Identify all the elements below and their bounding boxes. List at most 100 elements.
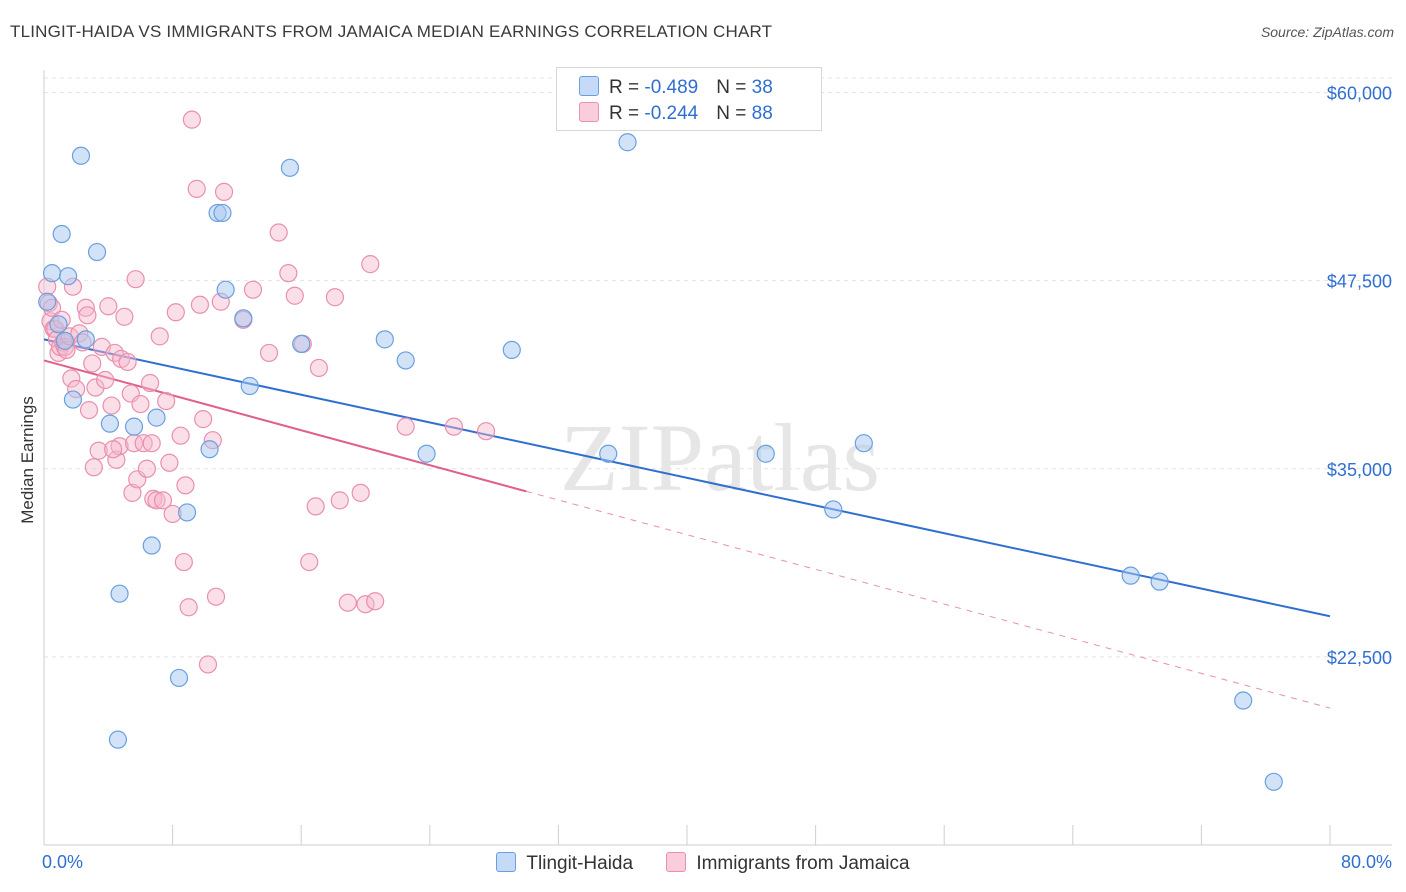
point-tlingit-haida: [59, 267, 78, 286]
stats-legend: R = -0.489 N = 38 R = -0.244 N = 88: [556, 67, 822, 131]
point-jamaica: [300, 552, 319, 572]
legend-swatch-pink: [579, 102, 599, 122]
point-jamaica: [174, 552, 193, 572]
point-jamaica: [83, 354, 102, 373]
point-tlingit-haida: [396, 351, 415, 370]
point-jamaica: [95, 370, 115, 390]
point-jamaica: [243, 280, 263, 299]
point-tlingit-haida: [213, 203, 232, 223]
point-tlingit-haida: [38, 292, 57, 311]
point-jamaica: [115, 307, 134, 326]
source-label: Source: ZipAtlas.com: [1260, 24, 1394, 40]
point-jamaica: [306, 497, 325, 516]
y-axis-label: Median Earnings: [18, 396, 37, 524]
point-jamaica: [131, 394, 150, 414]
point-jamaica: [84, 458, 103, 477]
point-tlingit-haida: [1234, 691, 1253, 710]
point-jamaica: [396, 417, 415, 436]
point-jamaica: [198, 655, 218, 674]
legend-label: Immigrants from Jamaica: [696, 853, 910, 874]
point-tlingit-haida: [599, 444, 618, 463]
trend-lines: [43, 338, 1331, 709]
y-tick-label: $60,000: [1327, 84, 1392, 104]
point-tlingit-haida: [52, 224, 71, 244]
point-tlingit-haida: [142, 536, 161, 555]
point-tlingit-haida: [502, 340, 521, 360]
legend-item-tlingit-haida[interactable]: Tlingit-Haida: [496, 852, 633, 875]
legend-item-immigrants-jamaica[interactable]: Immigrants from Jamaica: [666, 852, 910, 875]
point-jamaica: [102, 396, 121, 415]
legend-swatch-pink: [666, 852, 687, 872]
point-jamaica: [190, 295, 210, 314]
point-jamaica: [118, 352, 137, 372]
legend-n-value: 88: [751, 103, 773, 124]
point-jamaica: [187, 179, 206, 198]
point-jamaica: [147, 491, 166, 510]
point-jamaica: [137, 459, 156, 478]
point-jamaica: [99, 297, 118, 316]
point-tlingit-haida: [177, 503, 197, 522]
legend-row-tlingit: R = -0.489 N = 38: [579, 76, 773, 100]
legend-label: Tlingit-Haida: [526, 853, 634, 874]
point-tlingit-haida: [49, 315, 68, 334]
point-jamaica: [269, 223, 288, 242]
y-tick-labels: $22,500 $35,000 $47,500 $60,000: [1327, 84, 1392, 668]
legend-r-value: -0.489: [644, 77, 699, 98]
point-jamaica: [142, 434, 161, 453]
point-tlingit-haida: [42, 264, 62, 283]
point-jamaica: [285, 286, 304, 305]
point-tlingit-haida: [200, 440, 219, 459]
series-legend: Tlingit-Haida Immigrants from Jamaica: [0, 852, 1406, 875]
point-tlingit-haida: [854, 434, 873, 453]
point-tlingit-haida: [756, 444, 775, 463]
legend-n-value: 38: [751, 77, 773, 98]
point-jamaica: [279, 264, 298, 283]
legend-row-jamaica: R = -0.244 N = 88: [579, 102, 773, 126]
point-jamaica: [194, 410, 213, 429]
point-tlingit-haida: [71, 146, 91, 165]
legend-r-label: R =: [609, 77, 645, 98]
point-tlingit-haida: [1121, 566, 1140, 585]
point-tlingit-haida: [292, 334, 311, 353]
point-jamaica: [157, 391, 176, 411]
point-tlingit-haida: [375, 330, 394, 349]
point-jamaica: [62, 369, 81, 388]
trend-line-jamaica-extended: [526, 490, 1331, 709]
chart-title: TLINGIT-HAIDA VS IMMIGRANTS FROM JAMAICA…: [10, 22, 773, 41]
point-tlingit-haida: [824, 500, 843, 519]
legend-r-label: R =: [609, 103, 645, 124]
point-jamaica: [107, 450, 126, 469]
point-jamaica: [104, 440, 123, 459]
x-tick-max: 80.0%: [1340, 852, 1392, 872]
point-tlingit-haida: [618, 133, 637, 152]
point-jamaica: [76, 298, 95, 317]
point-tlingit-haida: [147, 408, 166, 427]
point-tlingit-haida: [234, 309, 253, 328]
point-jamaica: [361, 255, 380, 274]
point-jamaica: [86, 378, 105, 397]
point-tlingit-haida: [124, 417, 144, 436]
x-tick-min: 0.0%: [42, 852, 84, 872]
point-jamaica: [176, 476, 195, 495]
point-tlingit-haida: [240, 376, 259, 396]
point-tlingit-haida: [87, 242, 107, 262]
point-jamaica: [182, 110, 201, 129]
point-tlingit-haida: [110, 584, 129, 603]
y-tick-label: $47,500: [1327, 272, 1392, 292]
legend-n-label: N =: [716, 77, 752, 98]
point-jamaica: [330, 491, 349, 510]
point-tlingit-haida: [76, 330, 95, 349]
point-jamaica: [179, 598, 198, 617]
point-jamaica: [126, 270, 145, 289]
point-tlingit-haida: [280, 158, 300, 177]
legend-n-label: N =: [716, 103, 752, 124]
point-jamaica: [351, 483, 370, 502]
point-tlingit-haida: [216, 280, 235, 299]
point-tlingit-haida: [169, 668, 189, 688]
y-tick-label: $35,000: [1327, 460, 1392, 480]
point-jamaica: [259, 343, 279, 363]
point-jamaica: [140, 373, 160, 393]
point-tlingit-haida: [1150, 572, 1169, 591]
point-jamaica: [309, 358, 328, 378]
point-jamaica: [206, 587, 226, 606]
